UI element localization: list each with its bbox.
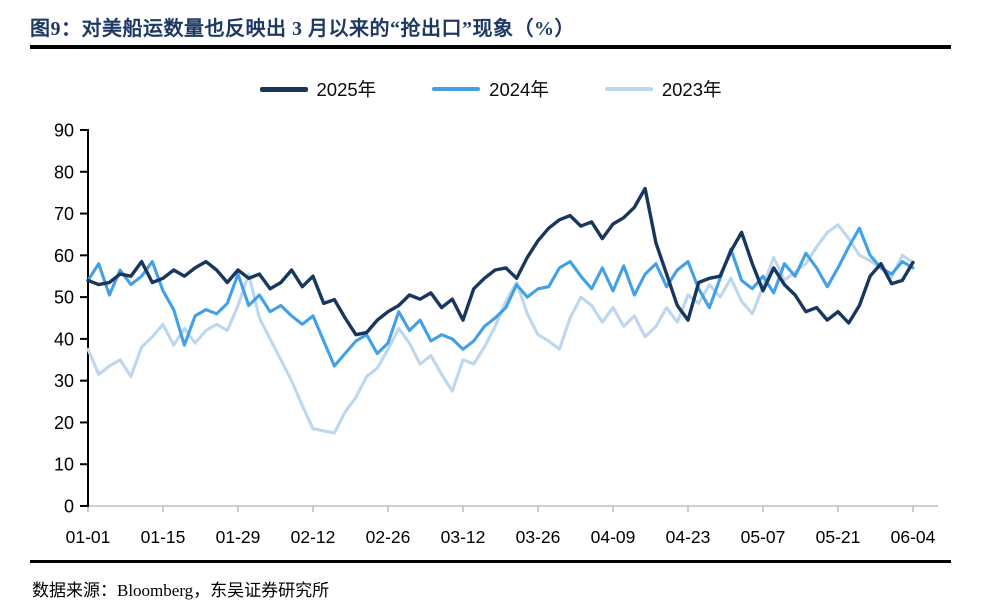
- y-tick-label: 90: [54, 121, 74, 141]
- x-tick-label: 04-23: [666, 527, 711, 547]
- series-line-2025: [86, 186, 915, 337]
- y-tick-label: 70: [54, 204, 74, 224]
- y-tick-label: 50: [54, 288, 74, 308]
- title-divider-rule: [30, 45, 951, 49]
- chart-legend: 2025年 2024年 2023年: [0, 76, 981, 102]
- footer-divider-rule: [30, 560, 951, 563]
- series-line-2024: [86, 226, 915, 368]
- x-tick-label: 01-29: [216, 527, 261, 547]
- legend-line-swatch: [259, 86, 308, 92]
- x-tick-label: 01-01: [66, 527, 111, 547]
- y-tick-label: 20: [54, 413, 74, 433]
- legend-label: 2023年: [661, 79, 722, 100]
- x-tick-label: 05-07: [741, 527, 786, 547]
- y-tick-label: 10: [54, 455, 74, 475]
- x-tick-label: 03-12: [441, 527, 486, 547]
- x-tick-label: 02-26: [366, 527, 411, 547]
- legend-line-swatch: [432, 86, 481, 92]
- legend-item-2023: 2023年: [604, 76, 722, 102]
- legend-line-swatch: [604, 86, 653, 92]
- series-line-2023: [86, 223, 915, 435]
- figure-title: 图9：对美船运数量也反映出 3 月以来的“抢出口”现象（%）: [30, 18, 575, 40]
- x-tick-label: 02-12: [291, 527, 336, 547]
- x-tick-label: 01-15: [141, 527, 186, 547]
- x-tick-label: 04-09: [591, 527, 636, 547]
- y-tick-label: 40: [54, 329, 74, 349]
- legend-item-2025: 2025年: [259, 76, 377, 102]
- y-tick-label: 30: [54, 371, 74, 391]
- y-tick-label: 60: [54, 246, 74, 266]
- legend-label: 2024年: [489, 79, 549, 100]
- legend-item-2024: 2024年: [432, 76, 549, 102]
- x-tick-label: 06-04: [891, 527, 936, 547]
- x-tick-label: 03-26: [516, 527, 561, 547]
- y-tick-label: 0: [64, 497, 74, 517]
- x-tick-label: 05-21: [816, 527, 861, 547]
- data-source-note: 数据来源：Bloomberg，东吴证券研究所: [32, 581, 330, 600]
- y-tick-label: 80: [54, 162, 74, 182]
- legend-label: 2025年: [316, 79, 377, 100]
